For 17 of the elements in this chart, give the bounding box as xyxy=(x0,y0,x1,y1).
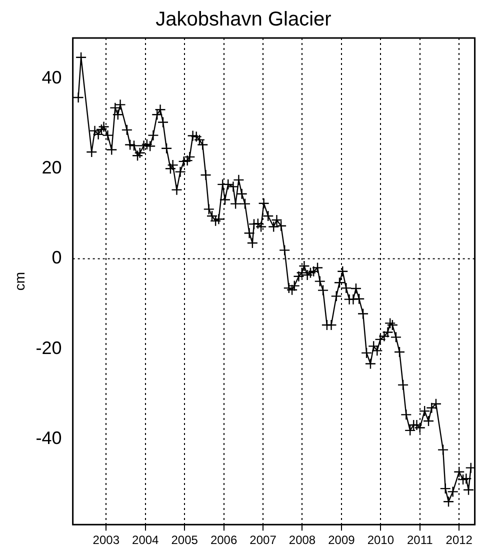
chart-title: Jakobshavn Glacier xyxy=(156,8,332,31)
x-tick-label: 2006 xyxy=(210,533,238,548)
y-tick-label: 0 xyxy=(52,248,62,268)
x-tick-label: 2003 xyxy=(92,533,120,548)
y-axis-title: cm xyxy=(11,272,28,291)
x-tick-label: 2007 xyxy=(250,533,277,548)
x-tick-label: 2012 xyxy=(446,533,473,548)
y-tick-label: -20 xyxy=(36,338,62,358)
x-tick-label: 2004 xyxy=(132,533,160,548)
x-tick-label: 2011 xyxy=(406,533,434,548)
y-tick-label: -40 xyxy=(36,428,62,448)
y-tick-label: 40 xyxy=(42,68,62,88)
x-tick-label: 2008 xyxy=(288,533,316,548)
x-tick-label: 2010 xyxy=(367,533,394,548)
x-tick-label: 2005 xyxy=(171,533,198,548)
y-tick-label: 20 xyxy=(42,158,62,178)
x-tick-label: 2009 xyxy=(328,533,356,548)
